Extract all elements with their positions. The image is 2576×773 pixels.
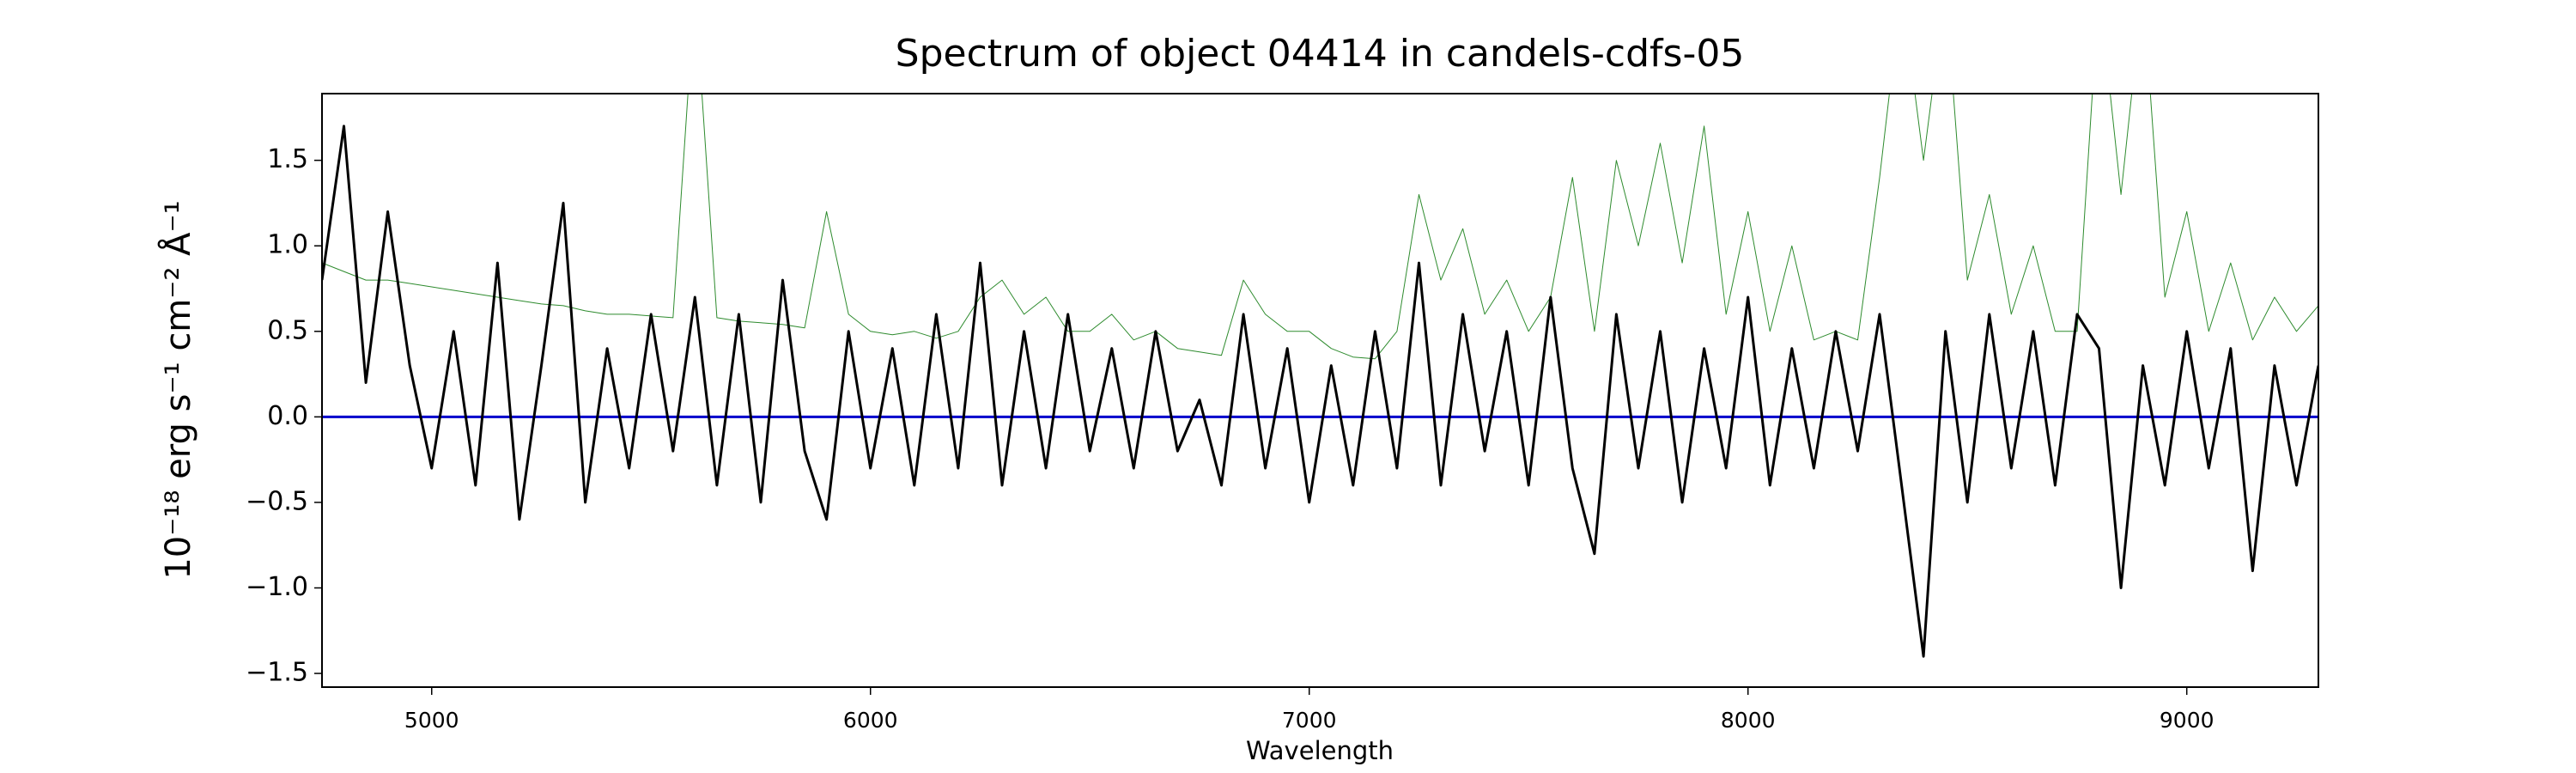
x-tick-label: 5000 [404,708,459,733]
y-tick-label: 0.5 [267,315,308,345]
spectrum-line [322,125,2318,658]
y-tick-label: 1.0 [267,230,308,260]
y-tick-label: 0.0 [267,401,308,431]
y-tick-label: −0.5 [246,486,308,516]
x-axis-label: Wavelength [1246,736,1394,765]
y-tick-label: −1.0 [246,572,308,602]
plot-area [322,94,2318,658]
x-tick-label: 6000 [843,708,898,733]
spectrum-line [322,94,2318,360]
y-axis-label: 10⁻¹⁸ erg s⁻¹ cm⁻² Å⁻¹ [157,200,198,579]
x-tick-label: 7000 [1282,708,1337,733]
x-tick-label: 9000 [2160,708,2215,733]
y-tick-label: 1.5 [267,144,308,174]
y-tick-label: −1.5 [246,658,308,688]
x-tick-label: 8000 [1721,708,1776,733]
chart-title: Spectrum of object 04414 in candels-cdfs… [896,32,1745,76]
plot-frame [321,93,2319,688]
